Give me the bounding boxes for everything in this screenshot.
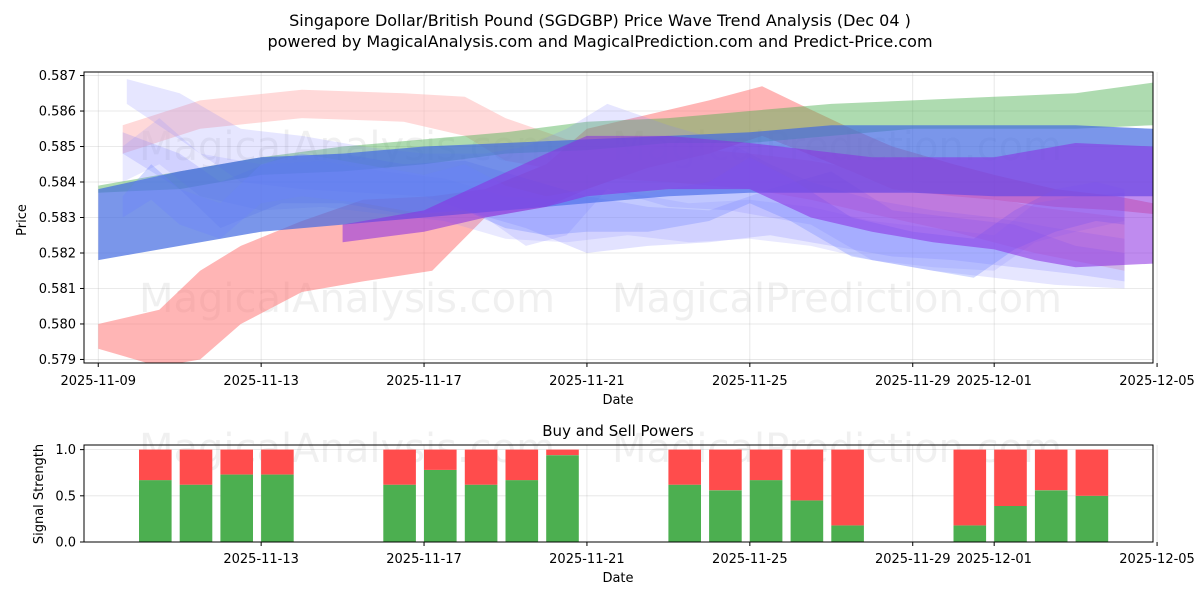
signal-x-tick-label: 2025-11-29 xyxy=(875,552,951,567)
price-y-tick-label: 0.585 xyxy=(39,140,76,155)
buy-bar xyxy=(994,506,1027,542)
sell-bar xyxy=(139,449,172,481)
watermark-text: MagicalPrediction.com xyxy=(612,276,1062,322)
signal-y-tick-label: 1.0 xyxy=(55,443,76,458)
sell-bar xyxy=(1034,449,1068,491)
price-x-tick-label: 2025-11-25 xyxy=(712,374,788,389)
sell-bar xyxy=(505,449,539,481)
price-panel: MagicalAnalysis.com MagicalPrediction.co… xyxy=(15,69,1195,408)
price-y-tick-label: 0.582 xyxy=(39,246,76,261)
price-series-layer xyxy=(98,79,1153,363)
buy-bar xyxy=(749,480,783,542)
signal-y-tick-label: 0.0 xyxy=(55,536,76,551)
signal-x-tick-label: 2025-11-25 xyxy=(712,552,788,567)
sell-bar xyxy=(790,449,824,501)
buy-bar xyxy=(953,525,987,542)
signal-y-axis-label: Signal Strength xyxy=(32,444,47,544)
price-x-tick-label: 2025-11-29 xyxy=(875,374,951,389)
signal-plot-frame xyxy=(83,444,1154,543)
price-y-tick-label: 0.580 xyxy=(39,317,76,332)
buy-bar xyxy=(790,500,824,542)
price-x-axis-label: Date xyxy=(602,393,633,408)
buy-bar xyxy=(139,480,172,542)
price-x-tick-label: 2025-12-05 xyxy=(1119,374,1195,389)
buy-bar xyxy=(546,455,579,542)
price-y-tick-label: 0.587 xyxy=(39,69,76,84)
sell-bar xyxy=(179,449,213,485)
signal-y-tick-label: 0.5 xyxy=(55,489,76,504)
buy-bar xyxy=(424,469,457,542)
price-y-tick-label: 0.586 xyxy=(39,105,76,120)
buy-bar xyxy=(464,484,498,542)
price-x-tick-label: 2025-11-21 xyxy=(549,374,625,389)
chart-subtitle: powered by MagicalAnalysis.com and Magic… xyxy=(267,32,932,51)
price-y-tick-label: 0.579 xyxy=(39,353,76,368)
signal-x-tick-label: 2025-12-01 xyxy=(956,552,1032,567)
price-y-tick-label: 0.581 xyxy=(39,282,76,297)
series-band-red-wave-faint xyxy=(122,89,1125,271)
sell-bar xyxy=(953,449,987,526)
sell-bar xyxy=(464,449,498,485)
buy-bar xyxy=(383,484,416,542)
buy-bar xyxy=(1034,490,1068,542)
buy-bar xyxy=(668,484,701,542)
signal-y-axis: 0.0 0.5 1.0 xyxy=(55,443,84,551)
price-x-tick-label: 2025-11-17 xyxy=(386,374,462,389)
sell-bar xyxy=(220,449,253,475)
price-y-axis-label: Price xyxy=(15,204,30,236)
sell-bar xyxy=(1075,449,1109,496)
sell-bar xyxy=(749,449,783,481)
price-y-axis: 0.579 0.580 0.581 0.582 0.583 0.584 0.585 0.586… xyxy=(39,69,84,368)
signal-x-axis-label: Date xyxy=(602,571,633,586)
buy-bar xyxy=(505,480,539,542)
signal-panel: Buy and Sell Powers MagicalAnalysis.com … xyxy=(32,422,1195,586)
buy-bar xyxy=(709,490,742,542)
sell-bar xyxy=(261,449,294,475)
signal-x-tick-label: 2025-11-17 xyxy=(386,552,462,567)
price-x-tick-label: 2025-12-01 xyxy=(956,374,1032,389)
sell-bar xyxy=(994,449,1027,506)
buy-bar xyxy=(179,484,213,542)
buy-bar xyxy=(261,474,294,542)
price-x-tick-label: 2025-11-13 xyxy=(223,374,299,389)
price-x-tick-label: 2025-11-09 xyxy=(60,374,136,389)
price-y-tick-label: 0.583 xyxy=(39,211,76,226)
price-y-tick-label: 0.584 xyxy=(39,176,76,191)
series-band-purple-wave xyxy=(342,135,1153,268)
sell-bar xyxy=(424,449,457,470)
signal-x-axis: 2025-11-13 2025-11-17 2025-11-21 2025-11-25… xyxy=(223,542,1195,567)
chart-title: Singapore Dollar/British Pound (SGDGBP) … xyxy=(289,11,911,30)
signal-x-tick-label: 2025-11-13 xyxy=(223,552,299,567)
sell-bar xyxy=(668,449,701,485)
price-x-axis: 2025-11-09 2025-11-13 2025-11-17 2025-11-21… xyxy=(60,363,1195,389)
buy-bar xyxy=(220,474,253,542)
signal-x-tick-label: 2025-11-21 xyxy=(549,552,625,567)
buy-bar xyxy=(1075,495,1109,542)
sell-bar xyxy=(831,449,864,526)
buy-bar xyxy=(831,525,864,542)
signal-x-tick-label: 2025-12-05 xyxy=(1119,552,1195,567)
sell-bar xyxy=(709,449,742,491)
sell-bar xyxy=(383,449,416,485)
signal-chart-title: Buy and Sell Powers xyxy=(542,422,694,440)
sell-bar xyxy=(546,449,579,456)
signal-bars-layer xyxy=(139,449,1109,542)
series-band-blue-diamond-wave xyxy=(122,153,1125,278)
